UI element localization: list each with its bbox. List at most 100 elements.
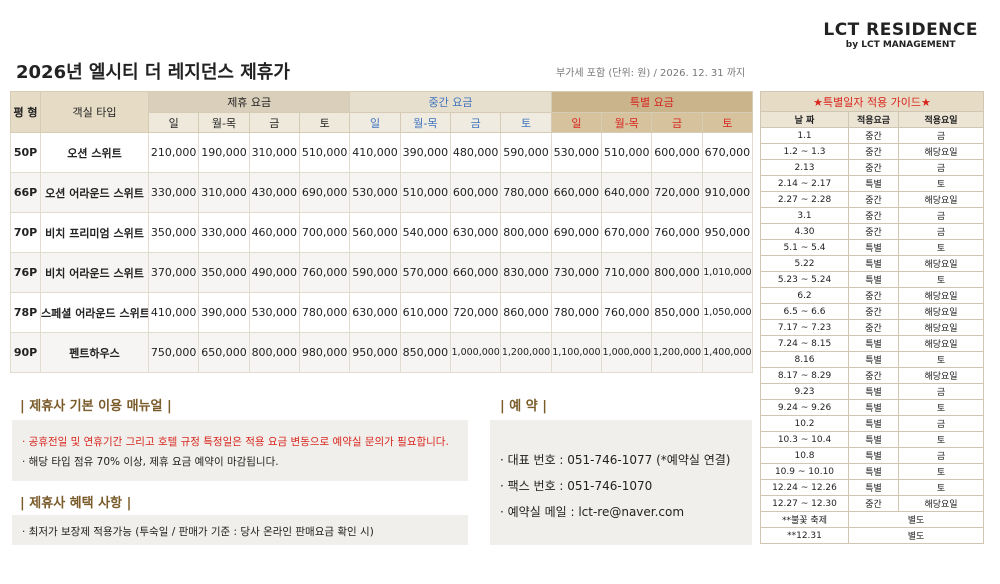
- guide-cell: 금: [897, 415, 985, 432]
- guide-cell: 6.2: [760, 287, 849, 304]
- guide-row: 9.23 특별 금: [760, 383, 985, 400]
- guide-cell: 특별: [848, 383, 899, 400]
- guide-cell: 4.30: [760, 223, 849, 240]
- price: 750,000: [147, 332, 200, 373]
- price: 780,000: [550, 292, 603, 333]
- room-size: 90P: [10, 332, 41, 373]
- guide-cell: 해당요일: [897, 143, 985, 160]
- group-header: 중간 요금: [349, 91, 552, 113]
- text-line: · 대표 번호 : 051-746-1077 (*예약실 연결): [500, 453, 731, 467]
- guide-header-row: 날 짜 적용요금 적용요일: [760, 111, 985, 128]
- price: 330,000: [198, 212, 250, 253]
- guide-cell: 중간: [848, 159, 899, 176]
- price: 390,000: [399, 132, 452, 173]
- guide-cell: 해당요일: [897, 303, 985, 320]
- room-type: 펜트하우스: [40, 332, 149, 373]
- price: 950,000: [701, 212, 754, 253]
- logo: LCT RESIDENCE by LCT MANAGEMENT: [823, 20, 978, 50]
- header-cell: 객실 타입: [40, 91, 149, 133]
- guide-cell: 중간: [848, 319, 899, 336]
- price: 860,000: [500, 292, 552, 333]
- price: 330,000: [147, 172, 200, 213]
- room-size: 50P: [10, 132, 41, 173]
- guide-row: 5.22 특별 해당요일: [760, 255, 985, 272]
- price: 710,000: [601, 252, 653, 293]
- price: 460,000: [248, 212, 300, 253]
- guide-cell: 2.27 ~ 2.28: [760, 191, 849, 208]
- guide-cell: 중간: [848, 287, 899, 304]
- guide-row: 5.23 ~ 5.24 특별 토: [760, 271, 985, 288]
- guide-cell: 금: [897, 127, 985, 144]
- day-header: 월-목: [399, 112, 452, 133]
- price: 670,000: [601, 212, 653, 253]
- guide-cell: 토: [897, 175, 985, 192]
- room-size: 70P: [10, 212, 41, 253]
- guide-cell: 해당요일: [897, 287, 985, 304]
- price: 630,000: [450, 212, 502, 253]
- guide-cell: 해당요일: [897, 495, 985, 512]
- guide-cell: 해당요일: [897, 335, 985, 352]
- text-line: · 최저가 보장제 적용가능 (투숙일 / 판매가 기준 : 당사 온라인 판매…: [22, 526, 374, 538]
- guide-cell: 중간: [848, 223, 899, 240]
- price: 600,000: [651, 132, 703, 173]
- room-type: 스페셜 어라운드 스위트: [40, 292, 149, 333]
- price: 410,000: [349, 132, 401, 173]
- guide-cell: 해당요일: [897, 319, 985, 336]
- guide-row: 4.30 중간 금: [760, 223, 985, 240]
- guide-cell: 특별: [848, 463, 899, 480]
- guide-cell: 특별: [848, 399, 899, 416]
- guide-cell: 3.1: [760, 207, 849, 224]
- price: 590,000: [500, 132, 552, 173]
- price: 1,200,000: [500, 332, 552, 373]
- price: 760,000: [601, 292, 653, 333]
- header-row: 평 형 객실 타입 제휴 요금 중간 요금 특별 요금: [10, 91, 754, 133]
- guide-cell: 특별: [848, 479, 899, 496]
- guide-cell: 금: [897, 223, 985, 240]
- price: 640,000: [601, 172, 653, 213]
- guide-row: 8.17 ~ 8.29 중간 해당요일: [760, 367, 985, 384]
- guide-cell: 12.27 ~ 12.30: [760, 495, 849, 512]
- guide-cell: 토: [897, 431, 985, 448]
- room-size: 76P: [10, 252, 41, 293]
- price: 510,000: [298, 132, 351, 173]
- price: 610,000: [399, 292, 452, 333]
- room-size: 66P: [10, 172, 41, 213]
- price: 430,000: [248, 172, 300, 213]
- text-line: · 예약실 메일 : lct-re@naver.com: [500, 505, 685, 519]
- data-row: 90P 펜트하우스 750,000 650,000 800,000 980,000 950,…: [10, 332, 754, 373]
- group-header: 특별 요금: [550, 91, 754, 113]
- guide-cell: 토: [897, 351, 985, 368]
- guide-cell: 특별: [848, 271, 899, 288]
- day-header: 일: [550, 112, 603, 133]
- guide-row: 10.9 ~ 10.10 특별 토: [760, 463, 985, 480]
- guide-cell: 별도: [847, 527, 985, 544]
- section-title: | 제휴사 혜택 사항 |: [20, 496, 132, 511]
- price: 720,000: [450, 292, 502, 333]
- guide-cell: 10.2: [760, 415, 849, 432]
- price: 540,000: [399, 212, 452, 253]
- guide-cell: 특별: [848, 351, 899, 368]
- section-title: | 예 약 |: [500, 399, 547, 414]
- guide-cell: 중간: [848, 191, 899, 208]
- price: 1,050,000: [701, 292, 754, 333]
- guide-cell: 토: [897, 463, 985, 480]
- guide-row: 7.17 ~ 7.23 중간 해당요일: [760, 319, 985, 336]
- room-size: 78P: [10, 292, 41, 333]
- header-row: 일 월-목 금 토 일 월-목 금 토 일 월-목 금 토: [11, 112, 754, 133]
- price: 780,000: [500, 172, 552, 213]
- guide-cell: 특별: [848, 175, 899, 192]
- guide-header: 적용요금: [848, 111, 899, 128]
- price: 630,000: [349, 292, 401, 333]
- price: 650,000: [198, 332, 250, 373]
- guide-cell: 중간: [848, 303, 899, 320]
- guide-cell: 5.22: [760, 255, 849, 272]
- guide-cell: 1.1: [760, 127, 849, 144]
- price: 350,000: [147, 212, 200, 253]
- price: 1,000,000: [601, 332, 653, 373]
- guide-table: ★특별일자 적용 가이드★ 날 짜 적용요금 적용요일 1.1 중간 금 1.2 ~ 1.3 중…: [759, 91, 985, 544]
- header-cell: 평 형: [10, 91, 41, 133]
- price: 190,000: [198, 132, 250, 173]
- price: 480,000: [450, 132, 502, 173]
- guide-cell: 금: [897, 447, 985, 464]
- price: 390,000: [198, 292, 250, 333]
